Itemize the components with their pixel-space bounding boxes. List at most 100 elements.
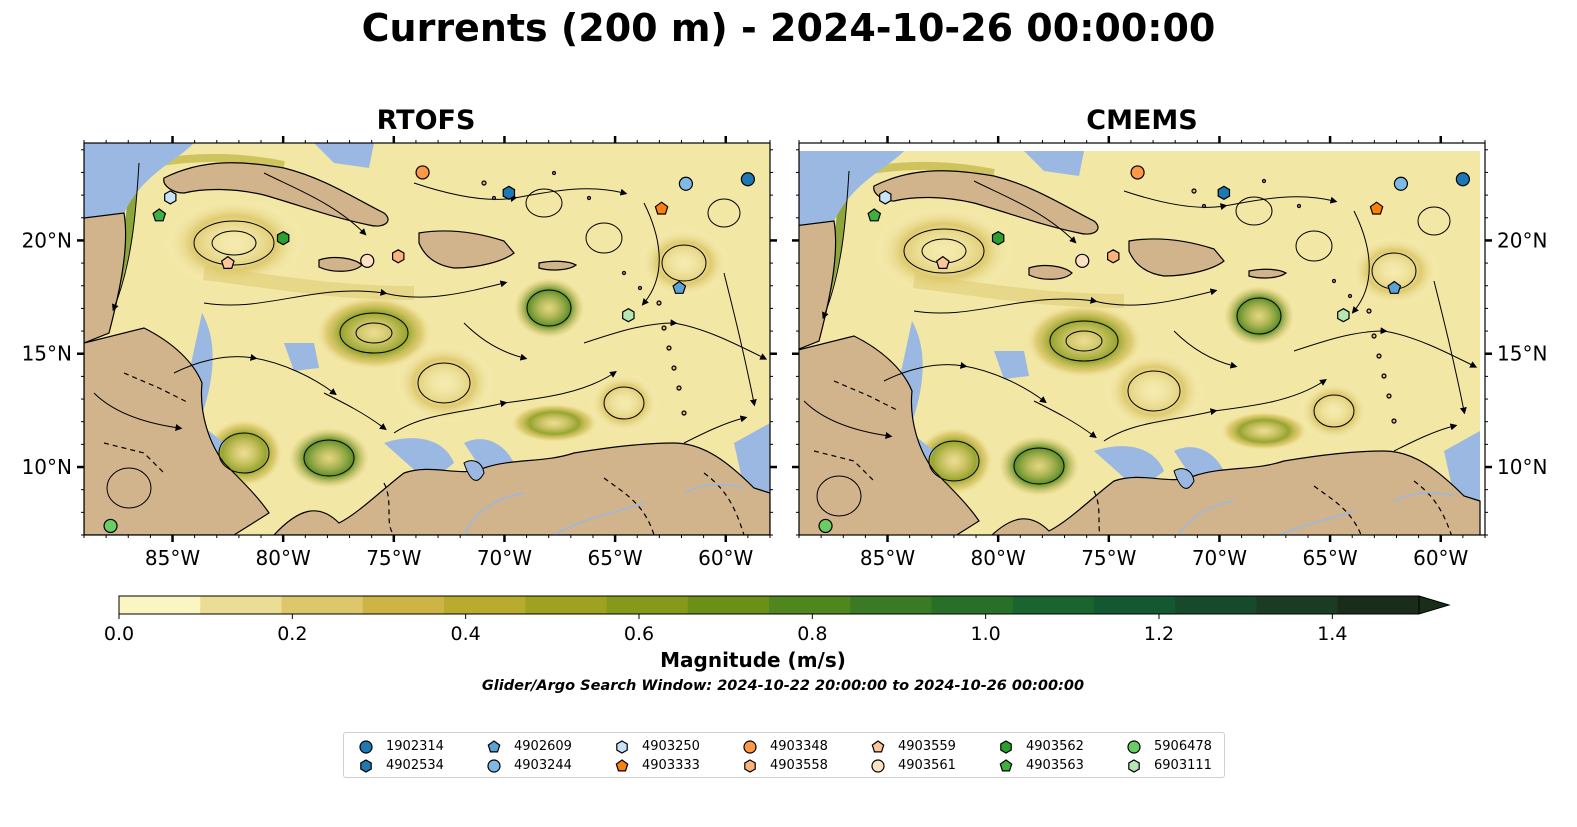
legend-label: 5906478 (1154, 739, 1212, 754)
colorbar-segment (687, 596, 770, 614)
float-marker-4903348 (415, 165, 430, 180)
legend-marker-icon (1000, 740, 1012, 754)
float-marker-4902609 (1387, 280, 1402, 294)
legend-label: 1902314 (386, 739, 444, 754)
colorbar-segment (850, 596, 932, 614)
colorbar-label: Magnitude (m/s) (660, 648, 846, 672)
colorbar-segment (606, 596, 689, 614)
legend-marker-icon (487, 740, 501, 753)
float-marker-4903244 (1393, 176, 1409, 191)
float-marker-4903244 (678, 176, 694, 191)
lon-tick-label: 85°W (145, 546, 200, 570)
legend-label: 6903111 (1154, 758, 1212, 773)
panel-title-rtofs: RTOFS (376, 105, 476, 136)
float-marker-5906478 (818, 518, 833, 534)
legend-marker-icon (615, 759, 629, 772)
lon-tick-label: 70°W (477, 546, 532, 570)
legend-label: 4903250 (642, 739, 700, 754)
colorbar: 0.0 0.2 0.4 0.6 0.8 1.0 1.2 1.4 (104, 595, 1451, 645)
float-marker-4903333 (654, 201, 669, 215)
float-marker-4903333 (1369, 201, 1384, 215)
float-marker-4903559 (220, 255, 235, 270)
float-marker-1902314 (740, 172, 755, 187)
legend-label: 4903559 (898, 739, 956, 754)
float-marker-4902534 (502, 185, 516, 200)
lon-tick-label: 80°W (256, 546, 311, 570)
legend-label: 4902609 (514, 739, 572, 754)
colorbar-segment (1337, 596, 1420, 614)
float-marker-4903250 (164, 190, 177, 205)
colorbar-extend-arrow (1418, 595, 1451, 615)
float-marker-4903562 (991, 231, 1005, 246)
lat-tick-label: 15°N (1497, 342, 1547, 366)
lat-tick-label: 15°N (22, 342, 72, 366)
colorbar-tick-label: 1.4 (1317, 623, 1347, 645)
float-marker-4903562 (276, 231, 290, 246)
float-marker-5906478 (103, 518, 118, 534)
float-legend: 1902314 4902534 4902609 4903244 4903250 49033… (343, 732, 1225, 778)
colorbar-segment (119, 596, 201, 614)
lat-tick-label: 10°N (1497, 455, 1547, 479)
figure-title: Currents (200 m) - 2024-10-26 00:00:00 (361, 6, 1216, 50)
lon-tick-label: 80°W (971, 546, 1026, 570)
lon-tick-label: 70°W (1192, 546, 1247, 570)
map-panel-cmems (798, 142, 1486, 536)
colorbar-tick-label: 0.2 (277, 623, 307, 645)
legend-marker-icon (744, 759, 756, 773)
lon-tick-label: 60°W (698, 546, 753, 570)
float-marker-4903250 (879, 190, 892, 205)
legend-label: 4903348 (770, 739, 828, 754)
float-marker-1902314 (1455, 172, 1470, 187)
float-marker-4903563 (867, 208, 882, 222)
colorbar-segment (281, 596, 364, 614)
float-marker-4903558 (1107, 249, 1120, 264)
legend-marker-icon (1128, 759, 1140, 773)
float-marker-6903111 (1337, 308, 1350, 323)
colorbar-tick-label: 0.6 (624, 623, 654, 645)
legend-label: 4902534 (386, 758, 444, 773)
legend-label: 4903563 (1026, 758, 1084, 773)
float-marker-4903558 (392, 249, 405, 264)
legend-label: 4903244 (514, 758, 572, 773)
float-marker-6903111 (622, 308, 635, 323)
lon-tick-label: 60°W (1413, 546, 1468, 570)
colorbar-segment (525, 596, 607, 614)
lon-tick-label: 65°W (1302, 546, 1357, 570)
legend-marker-icon (999, 759, 1013, 772)
colorbar-segment (362, 596, 445, 614)
legend-marker-icon (487, 759, 501, 773)
lat-tick-label: 10°N (22, 455, 72, 479)
lat-tick-label: 20°N (1497, 228, 1547, 252)
colorbar-segment (1094, 596, 1176, 614)
colorbar-tick-label: 0.4 (451, 623, 481, 645)
colorbar-segment (1175, 596, 1257, 614)
colorbar-segment (444, 596, 526, 614)
colorbar-segment (1256, 596, 1339, 614)
lon-tick-label: 75°W (1081, 546, 1136, 570)
float-marker-4902609 (672, 280, 687, 294)
lon-tick-label: 65°W (587, 546, 642, 570)
colorbar-segment (1012, 596, 1095, 614)
map-panel-rtofs (83, 142, 771, 536)
legend-marker-icon (360, 759, 372, 773)
float-marker-4903559 (935, 255, 950, 270)
legend-marker-icon (359, 740, 373, 754)
legend-marker-icon (1127, 740, 1141, 754)
colorbar-segment (931, 596, 1014, 614)
panel-title-cmems: CMEMS (1086, 105, 1198, 136)
colorbar-tick-label: 0.8 (797, 623, 827, 645)
colorbar-tick-label: 0.0 (104, 623, 134, 645)
legend-marker-icon (871, 740, 885, 753)
legend-marker-icon (871, 759, 885, 773)
colorbar-segment (769, 596, 851, 614)
legend-label: 4903561 (898, 758, 956, 773)
legend-marker-icon (743, 740, 757, 754)
float-marker-4903348 (1130, 165, 1145, 180)
colorbar-segment (200, 596, 282, 614)
float-marker-4903563 (152, 208, 167, 222)
colorbar-tick-label: 1.2 (1144, 623, 1174, 645)
float-marker-4903561 (1075, 253, 1090, 268)
map-axis-ticks: 85°W 80°W 75°W 70°W 65°W 60°W 20°N 15°N 10°N 85°W… (22, 136, 1547, 570)
lat-tick-label: 20°N (22, 228, 72, 252)
